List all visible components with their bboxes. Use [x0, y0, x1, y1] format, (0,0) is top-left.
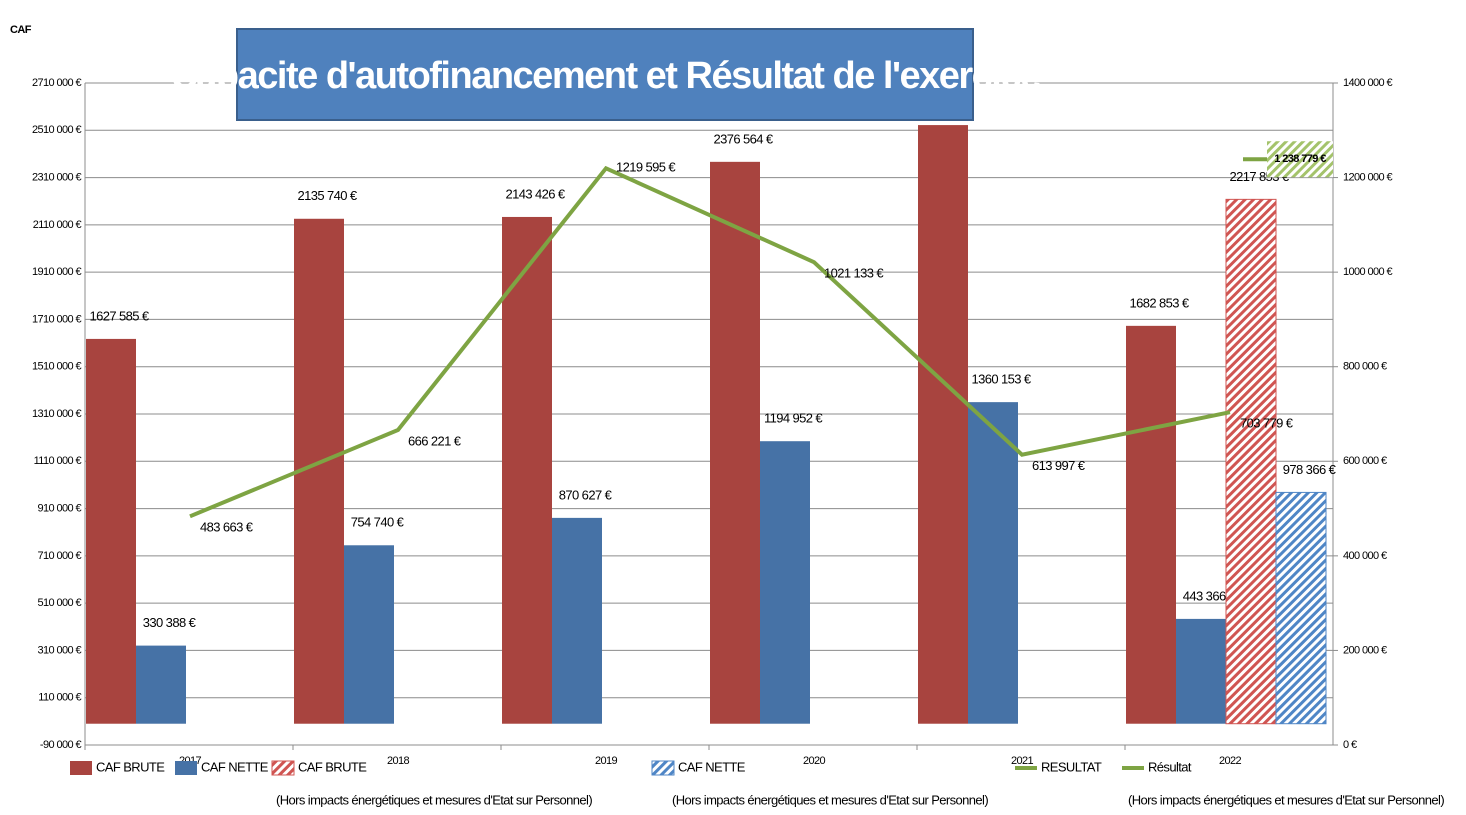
bar [344, 545, 394, 724]
y-tick-label: 1110 000 € [34, 455, 82, 467]
data-label: 2376 564 € [713, 131, 773, 146]
data-label: 1360 153 € [971, 372, 1031, 387]
y-tick-label: 110 000 € [38, 692, 81, 704]
legend-label: CAF BRUTE [298, 759, 367, 774]
bar [1126, 325, 1176, 724]
y2-tick-label: 400 000 € [1343, 550, 1387, 562]
title-box [236, 28, 974, 121]
legend-swatch [651, 760, 675, 776]
x-tick-label: 2020 [803, 755, 826, 767]
bar [502, 216, 552, 724]
y-tick-label: 2310 000 € [32, 171, 82, 183]
data-label: 443 366 € [1183, 588, 1237, 603]
bar [1176, 618, 1226, 724]
data-label: 870 627 € [559, 487, 613, 502]
marks: 1627 585 € 2135 740 € 2143 426 € 2376 564 €… [70, 95, 1445, 807]
bar [918, 125, 968, 724]
legend-note: (Hors impacts énergétiques et mesures d'… [1128, 792, 1444, 807]
data-label: 613 997 € [1032, 458, 1086, 473]
y-tick-label: -90 000 € [40, 739, 82, 751]
y2-tick-label: 200 000 € [1343, 644, 1387, 656]
bar [552, 517, 602, 724]
y2-tick-label: 0 € [1343, 739, 1357, 751]
bar [136, 645, 186, 724]
hatched-bar [1225, 198, 1277, 725]
x-tick-label: 2021 [1011, 755, 1034, 767]
data-label: 754 740 € [351, 515, 405, 530]
legend-note: (Hors impacts énergétiques et mesures d'… [672, 792, 988, 807]
data-label: 330 388 € [143, 615, 197, 630]
legend-label: CAF NETTE [678, 759, 746, 774]
line [189, 165, 1231, 519]
legend-swatch [175, 761, 197, 775]
data-label: 666 221 € [408, 433, 462, 448]
y-axis-label: CAF [10, 24, 32, 36]
legend-note: (Hors impacts énergétiques et mesures d'… [276, 792, 592, 807]
data-label: 1219 595 € [616, 160, 676, 175]
data-label: 1682 853 € [1129, 295, 1189, 310]
data-label: 1 238 779 € [1274, 153, 1326, 165]
data-label: 1021 133 € [824, 266, 884, 281]
bar [968, 402, 1018, 724]
legend-label: CAF NETTE [201, 759, 269, 774]
bar [760, 441, 810, 724]
y2-tick-label: 800 000 € [1343, 361, 1387, 373]
y-tick-label: 710 000 € [37, 550, 81, 562]
y2-tick-label: 1200 000 € [1343, 171, 1393, 183]
y-tick-label: 510 000 € [37, 597, 81, 609]
legend-swatch [271, 760, 295, 776]
y-tick-label: 1910 000 € [32, 266, 82, 278]
y2-tick-label: 1000 000 € [1343, 266, 1393, 278]
y2-tick-label: 1400 000 € [1343, 77, 1393, 89]
bar [710, 161, 760, 724]
y-tick-label: 910 000 € [37, 502, 81, 514]
y-tick-label: 2110 000 € [33, 219, 82, 231]
data-label: 1627 585 € [89, 308, 149, 323]
x-tick-label: 2022 [1219, 755, 1242, 767]
data-label: 1194 952 € [764, 411, 823, 426]
y-tick-label: 310 000 € [37, 644, 81, 656]
y-tick-label: 1310 000 € [32, 408, 82, 420]
y-tick-label: 2510 000 € [32, 124, 82, 136]
bar [86, 338, 136, 724]
x-tick-label: 2019 [595, 755, 618, 767]
y2-tick-label: 600 000 € [1343, 455, 1387, 467]
label-box [1267, 141, 1333, 178]
y-tick-label: 1510 000 € [32, 361, 82, 373]
legend-label: CAF BRUTE [96, 759, 165, 774]
y-tick-label: 2710 000 € [32, 77, 82, 89]
data-label: 2135 740 € [297, 188, 357, 203]
data-label: 483 663 € [200, 520, 254, 535]
legend-label: Résultat [1148, 759, 1192, 774]
legend-swatch [70, 761, 92, 775]
data-label: 978 366 € [1283, 462, 1337, 477]
y-tick-label: 1710 000 € [32, 313, 82, 325]
x-tick-label: 2018 [387, 755, 410, 767]
data-label: 2143 426 € [505, 186, 565, 201]
hatched-bar [1275, 491, 1327, 725]
legend-label: RESULTAT [1041, 759, 1102, 774]
data-label: 703 779 € [1240, 416, 1294, 431]
chart-title: Capacite d'autofinancement et Résultat d… [170, 55, 1040, 97]
